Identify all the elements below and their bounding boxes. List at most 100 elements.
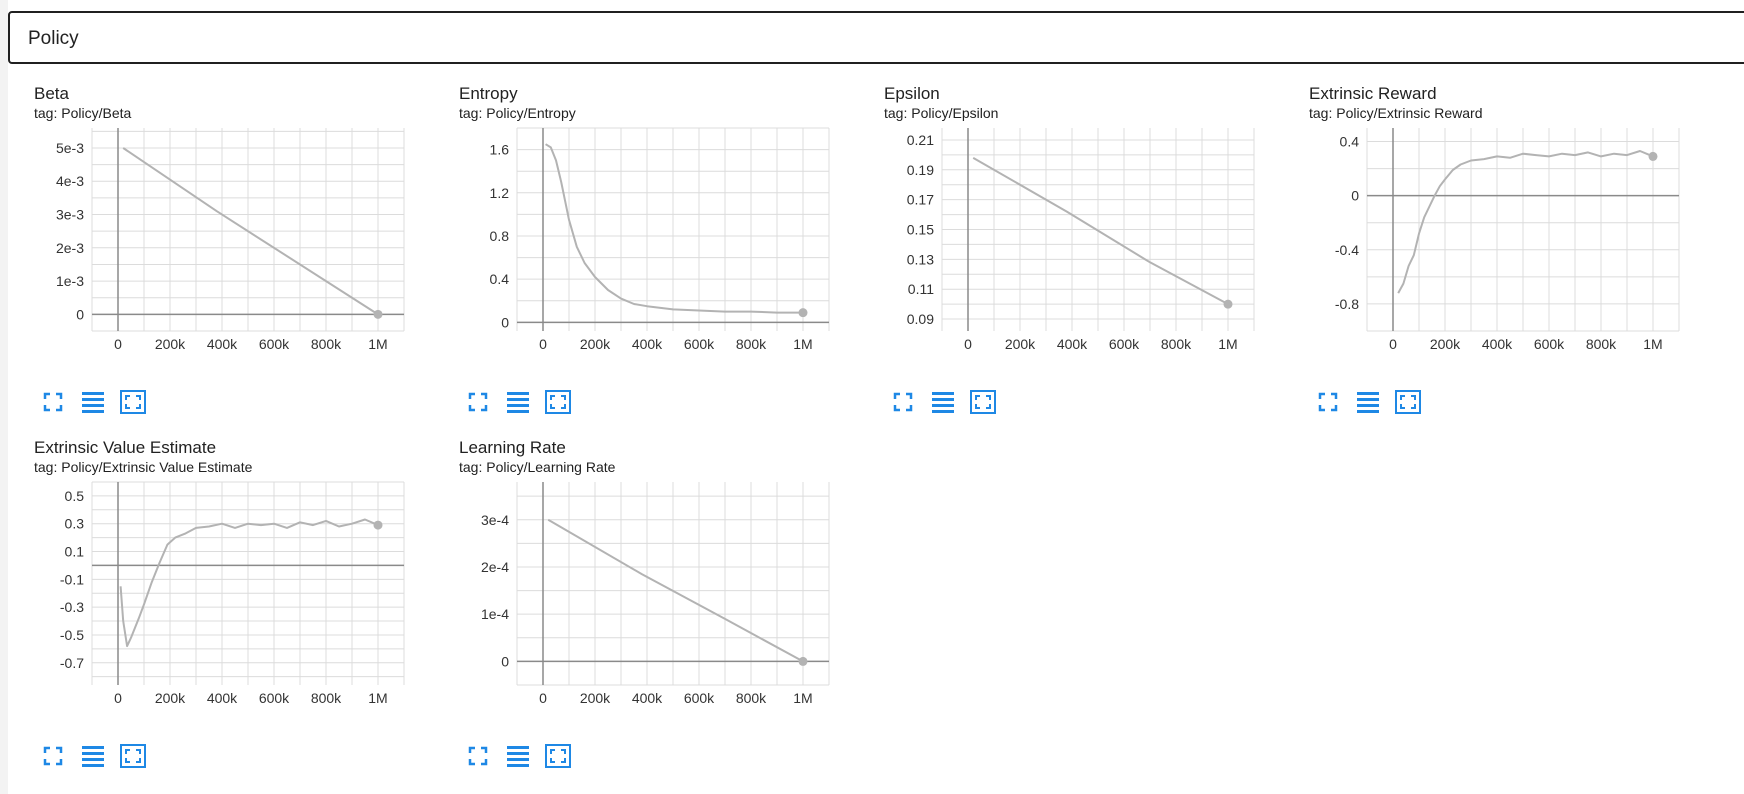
chart-plot[interactable]: 0 200k 400k 600k 800k 1M 0 0.4 0.8 1.2 1.6 bbox=[433, 122, 853, 387]
fit-domain-icon bbox=[969, 388, 997, 416]
x-tick-label: 200k bbox=[1430, 336, 1461, 352]
data-table-button[interactable] bbox=[1354, 388, 1382, 416]
y-tick-label: 0.5 bbox=[65, 488, 85, 504]
x-tick-label: 0 bbox=[539, 336, 547, 352]
x-tick-label: 0 bbox=[964, 336, 972, 352]
x-tick-label: 400k bbox=[632, 336, 663, 352]
y-tick-label: -0.1 bbox=[60, 571, 84, 587]
chart-plot[interactable]: 0 200k 400k 600k 800k 1M 0.09 0.11 0.13 0.15 0.17 0… bbox=[858, 122, 1278, 387]
y-tick-label: 0 bbox=[501, 653, 509, 669]
y-tick-label: 1.2 bbox=[490, 185, 510, 201]
chart-card-extrinsic-reward: Extrinsic Reward tag: Policy/Extrinsic R… bbox=[1283, 84, 1703, 434]
chart-card-entropy: Entropy tag: Policy/Entropy 0 200k 400k 600… bbox=[433, 84, 853, 434]
y-tick-label: 5e-3 bbox=[56, 140, 84, 156]
data-table-icon bbox=[79, 742, 107, 770]
chart-plot[interactable]: 0 200k 400k 600k 800k 1M 0 1e-3 2e-3 3e-3 4e-3 5e-3 bbox=[8, 122, 428, 387]
y-tick-label: 0.4 bbox=[490, 271, 510, 287]
data-table-button[interactable] bbox=[504, 388, 532, 416]
category-header[interactable]: Policy bbox=[8, 11, 1744, 64]
chart-title: Extrinsic Value Estimate bbox=[34, 438, 217, 457]
chart-title: Learning Rate bbox=[459, 438, 566, 457]
fit-domain-icon bbox=[544, 742, 572, 770]
fullscreen-button[interactable] bbox=[1314, 388, 1342, 416]
fullscreen-button[interactable] bbox=[889, 388, 917, 416]
y-tick-label: 0.8 bbox=[490, 228, 510, 244]
fullscreen-button[interactable] bbox=[39, 742, 67, 770]
fit-domain-button[interactable] bbox=[119, 742, 147, 770]
y-tick-label: 0.11 bbox=[908, 281, 934, 297]
x-tick-label: 0 bbox=[1389, 336, 1397, 352]
x-tick-label: 200k bbox=[580, 336, 611, 352]
chart-plot[interactable]: 0 200k 400k 600k 800k 1M -0.8 -0.4 0 0.4 bbox=[1283, 122, 1703, 387]
fullscreen-button[interactable] bbox=[464, 742, 492, 770]
x-tick-label: 400k bbox=[1482, 336, 1513, 352]
y-tick-label: 3e-4 bbox=[481, 512, 509, 528]
last-point-marker bbox=[373, 520, 383, 530]
chart-title: Epsilon bbox=[884, 84, 940, 103]
fit-domain-button[interactable] bbox=[119, 388, 147, 416]
fit-domain-button[interactable] bbox=[1394, 388, 1422, 416]
y-tick-label: 1e-3 bbox=[56, 273, 84, 289]
fit-domain-icon bbox=[544, 388, 572, 416]
y-tick-label: 0 bbox=[501, 314, 509, 330]
data-table-icon bbox=[79, 388, 107, 416]
series-line bbox=[1397, 150, 1654, 294]
chart-tag: tag: Policy/Entropy bbox=[459, 105, 576, 121]
y-tick-label: 1.6 bbox=[490, 142, 510, 158]
y-tick-label: 4e-3 bbox=[56, 173, 84, 189]
series-line bbox=[545, 143, 803, 314]
chart-plot[interactable]: 0 200k 400k 600k 800k 1M -0.7 -0.5 -0.3 -0.1 0.1 0.… bbox=[8, 476, 428, 741]
chart-card-beta: Beta tag: Policy/Beta 0 200k 400k 600k 800k 1… bbox=[8, 84, 428, 434]
x-tick-label: 600k bbox=[684, 336, 715, 352]
fullscreen-button[interactable] bbox=[39, 388, 67, 416]
data-table-icon bbox=[504, 388, 532, 416]
series-line bbox=[547, 518, 804, 663]
x-tick-label: 800k bbox=[311, 690, 342, 706]
x-tick-label: 200k bbox=[580, 690, 611, 706]
fullscreen-icon bbox=[39, 742, 67, 770]
y-tick-label: 0.4 bbox=[1340, 134, 1360, 150]
fit-domain-button[interactable] bbox=[544, 388, 572, 416]
chart-tag: tag: Policy/Extrinsic Value Estimate bbox=[34, 459, 253, 475]
last-point-marker bbox=[798, 656, 808, 666]
series-line bbox=[122, 147, 379, 316]
fullscreen-button[interactable] bbox=[464, 388, 492, 416]
fullscreen-icon bbox=[464, 742, 492, 770]
x-tick-label: 800k bbox=[1161, 336, 1192, 352]
chart-plot[interactable]: 0 200k 400k 600k 800k 1M 0 1e-4 2e-4 3e-4 bbox=[433, 476, 853, 741]
x-tick-label: 400k bbox=[207, 336, 238, 352]
y-tick-label: 0 bbox=[76, 306, 84, 322]
fullscreen-icon bbox=[889, 388, 917, 416]
chart-title: Extrinsic Reward bbox=[1309, 84, 1437, 103]
series-line bbox=[972, 157, 1229, 305]
x-tick-label: 1M bbox=[368, 690, 387, 706]
category-title: Policy bbox=[28, 28, 79, 49]
fit-domain-button[interactable] bbox=[544, 742, 572, 770]
y-tick-label: 0.19 bbox=[907, 162, 934, 178]
y-tick-label: 0.15 bbox=[907, 222, 934, 238]
x-tick-label: 800k bbox=[1586, 336, 1617, 352]
last-point-marker bbox=[373, 309, 383, 319]
last-point-marker bbox=[1648, 151, 1658, 161]
chart-card-epsilon: Epsilon tag: Policy/Epsilon 0 200k 400k 600… bbox=[858, 84, 1278, 434]
data-table-button[interactable] bbox=[504, 742, 532, 770]
x-tick-label: 0 bbox=[114, 690, 122, 706]
x-tick-label: 600k bbox=[1109, 336, 1140, 352]
x-tick-label: 600k bbox=[1534, 336, 1565, 352]
data-table-button[interactable] bbox=[79, 742, 107, 770]
chart-title: Beta bbox=[34, 84, 69, 103]
chart-tag: tag: Policy/Extrinsic Reward bbox=[1309, 105, 1483, 121]
y-tick-label: -0.5 bbox=[60, 627, 84, 643]
x-tick-label: 1M bbox=[1218, 336, 1237, 352]
x-tick-label: 800k bbox=[311, 336, 342, 352]
data-table-button[interactable] bbox=[929, 388, 957, 416]
x-tick-label: 200k bbox=[155, 336, 186, 352]
chart-tag: tag: Policy/Beta bbox=[34, 105, 132, 121]
x-tick-label: 0 bbox=[114, 336, 122, 352]
fit-domain-button[interactable] bbox=[969, 388, 997, 416]
x-tick-label: 1M bbox=[793, 336, 812, 352]
data-table-button[interactable] bbox=[79, 388, 107, 416]
x-tick-label: 400k bbox=[1057, 336, 1088, 352]
fit-domain-icon bbox=[119, 388, 147, 416]
x-tick-label: 800k bbox=[736, 336, 767, 352]
